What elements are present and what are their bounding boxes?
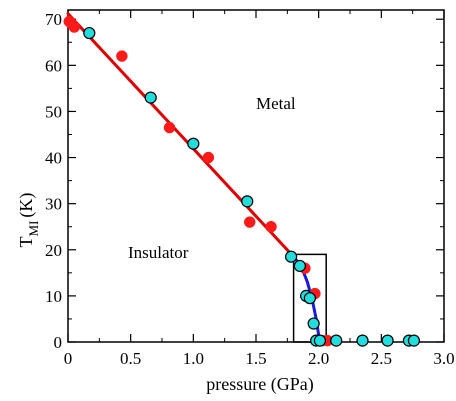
data-point-cyan xyxy=(356,334,369,347)
data-point-cyan xyxy=(330,334,343,347)
x-axis-label: pressure (GPa) xyxy=(206,374,313,395)
data-point-red xyxy=(202,151,215,164)
data-point-red xyxy=(68,21,81,33)
data-point-cyan xyxy=(284,250,298,263)
y-axis-label-unit: (K) xyxy=(16,193,37,218)
data-point-cyan xyxy=(241,195,254,208)
x-tick-label: 1.5 xyxy=(245,349,266,368)
svg-text:TMI(K): TMI (K) xyxy=(16,193,41,248)
data-point-cyan xyxy=(303,292,316,305)
data-point-cyan xyxy=(381,334,394,347)
data-point-red xyxy=(116,50,128,62)
zoom-box xyxy=(292,253,327,343)
data-point-red xyxy=(163,121,176,134)
data-point-cyan xyxy=(313,334,327,347)
x-tick-label: 2.0 xyxy=(308,349,329,368)
y-tick-label: 0 xyxy=(54,333,63,352)
region-label-metal: Metal xyxy=(256,94,296,113)
y-tick-label: 40 xyxy=(45,149,62,168)
y-tick-label: 20 xyxy=(45,241,62,260)
x-tick-label: 1.0 xyxy=(183,349,204,368)
y-tick-label: 70 xyxy=(45,10,62,29)
data-point-cyan xyxy=(407,334,421,347)
x-tick-label: 0 xyxy=(64,349,73,368)
data-point-cyan xyxy=(187,137,200,150)
y-axis-label: TMI (K) xyxy=(16,193,41,248)
data-point-red xyxy=(243,216,256,228)
data-point-red xyxy=(265,220,277,233)
points-layer xyxy=(63,15,421,347)
fit-line-red xyxy=(66,12,296,259)
y-axis-label-sub: MI xyxy=(26,221,41,237)
x-tick-label: 2.5 xyxy=(371,349,392,368)
data-point-cyan xyxy=(144,91,157,104)
y-tick-label: 10 xyxy=(45,287,62,306)
data-point-cyan xyxy=(307,317,320,330)
x-tick-label: 3.0 xyxy=(433,349,454,368)
region-label-insulator: Insulator xyxy=(128,243,189,262)
y-tick-label: 60 xyxy=(45,56,62,75)
y-tick-label: 30 xyxy=(45,195,62,214)
y-tick-label: 50 xyxy=(45,102,62,121)
data-point-cyan xyxy=(293,259,306,273)
ticks-layer: 0 0.5 1.0 1.5 2.0 2.5 3.0 0 10 20 30 40 50 60 70 xyxy=(45,10,455,368)
y-axis-label-main: T xyxy=(16,236,36,247)
data-point-cyan xyxy=(83,26,96,40)
lines-layer xyxy=(66,12,327,343)
x-tick-label: 0.5 xyxy=(120,349,141,368)
